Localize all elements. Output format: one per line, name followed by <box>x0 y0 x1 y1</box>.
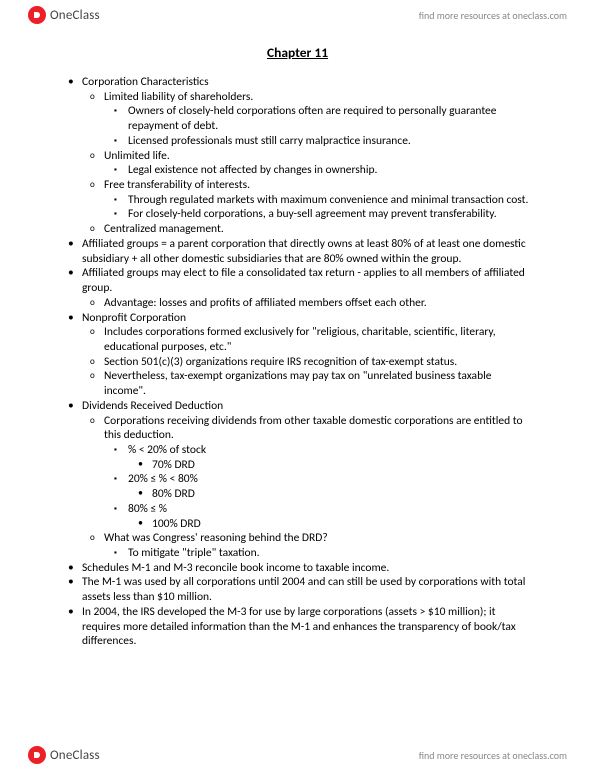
list-item-text: Schedules M-1 and M-3 reconcile book inc… <box>82 561 389 575</box>
list-item-text: To mitigate "triple" taxation. <box>128 546 260 560</box>
list-item-text: Affiliated groups may elect to file a co… <box>82 266 525 295</box>
logo-icon <box>28 6 46 24</box>
sublist: Owners of closely-held corporations ofte… <box>104 104 533 148</box>
list-item: 70% DRD <box>128 458 533 473</box>
find-resources-link[interactable]: find more resources at oneclass.com <box>419 9 567 22</box>
list-item: Nonprofit CorporationIncludes corporatio… <box>62 311 533 399</box>
list-item-text: Limited liability of shareholders. <box>104 90 253 104</box>
sublist: 100% DRD <box>128 517 533 532</box>
list-item-text: For closely-held corporations, a buy-sel… <box>128 207 497 221</box>
list-item: Centralized management. <box>82 222 533 237</box>
sublist: Advantage: losses and profits of affilia… <box>82 296 533 311</box>
list-item-text: 20% ≤ % < 80% <box>128 472 198 486</box>
list-item-text: Free transferability of interests. <box>104 178 250 192</box>
list-item: What was Congress' reasoning behind the … <box>82 531 533 560</box>
list-item-text: Corporations receiving dividends from ot… <box>104 414 523 443</box>
sublist: Legal existence not affected by changes … <box>104 163 533 178</box>
list-item: Through regulated markets with maximum c… <box>104 193 533 208</box>
list-item: For closely-held corporations, a buy-sel… <box>104 207 533 222</box>
list-item: Owners of closely-held corporations ofte… <box>104 104 533 133</box>
list-item-text: The M-1 was used by all corporations unt… <box>82 575 525 604</box>
list-item-text: Nonprofit Corporation <box>82 311 186 325</box>
list-item-text: Affiliated groups = a parent corporation… <box>82 237 526 266</box>
sublist: % < 20% of stock70% DRD20% ≤ % < 80%80% … <box>104 443 533 531</box>
list-item: Nevertheless, tax-exempt organizations m… <box>82 369 533 398</box>
list-item-text: 80% DRD <box>152 487 195 501</box>
chapter-title: Chapter 11 <box>62 44 533 61</box>
sublist: Includes corporations formed exclusively… <box>82 325 533 399</box>
list-item: Corporation CharacteristicsLimited liabi… <box>62 75 533 237</box>
list-item: In 2004, the IRS developed the M-3 for u… <box>62 605 533 649</box>
list-item: Advantage: losses and profits of affilia… <box>82 296 533 311</box>
list-item: Section 501(c)(3) organizations require … <box>82 355 533 370</box>
list-item-text: 100% DRD <box>152 517 201 531</box>
brand-logo-footer: OneClass <box>28 746 100 764</box>
list-item-text: Legal existence not affected by changes … <box>128 163 377 177</box>
outline-list: Corporation CharacteristicsLimited liabi… <box>62 75 533 649</box>
list-item: Affiliated groups may elect to file a co… <box>62 266 533 310</box>
list-item-text: 70% DRD <box>152 458 195 472</box>
list-item-text: Section 501(c)(3) organizations require … <box>104 355 457 369</box>
brand-name: OneClass <box>50 8 100 23</box>
list-item: Corporations receiving dividends from ot… <box>82 414 533 532</box>
document-body: Chapter 11 Corporation CharacteristicsLi… <box>0 36 595 734</box>
list-item-text: Corporation Characteristics <box>82 75 209 89</box>
list-item-text: Nevertheless, tax-exempt organizations m… <box>104 369 491 398</box>
list-item: Dividends Received DeductionCorporations… <box>62 399 533 561</box>
list-item: 100% DRD <box>128 517 533 532</box>
list-item: Limited liability of shareholders.Owners… <box>82 90 533 149</box>
list-item-text: What was Congress' reasoning behind the … <box>104 531 328 545</box>
find-resources-link-footer[interactable]: find more resources at oneclass.com <box>419 749 567 762</box>
list-item-text: Advantage: losses and profits of affilia… <box>104 296 427 310</box>
list-item: To mitigate "triple" taxation. <box>104 546 533 561</box>
list-item: Legal existence not affected by changes … <box>104 163 533 178</box>
list-item: Schedules M-1 and M-3 reconcile book inc… <box>62 561 533 576</box>
list-item: 20% ≤ % < 80%80% DRD <box>104 472 533 501</box>
list-item-text: Through regulated markets with maximum c… <box>128 193 528 207</box>
list-item: Affiliated groups = a parent corporation… <box>62 237 533 266</box>
list-item-text: Licensed professionals must still carry … <box>128 134 411 148</box>
sublist: Through regulated markets with maximum c… <box>104 193 533 222</box>
list-item-text: Unlimited life. <box>104 149 170 163</box>
list-item-text: % < 20% of stock <box>128 443 206 457</box>
list-item: Licensed professionals must still carry … <box>104 134 533 149</box>
list-item-text: In 2004, the IRS developed the M-3 for u… <box>82 605 516 648</box>
list-item: Unlimited life.Legal existence not affec… <box>82 149 533 178</box>
list-item: The M-1 was used by all corporations unt… <box>62 575 533 604</box>
list-item-text: Centralized management. <box>104 222 224 236</box>
list-item: % < 20% of stock70% DRD <box>104 443 533 472</box>
list-item: 80% ≤ %100% DRD <box>104 502 533 531</box>
list-item-text: 80% ≤ % <box>128 502 167 516</box>
logo-icon <box>28 746 46 764</box>
sublist: 70% DRD <box>128 458 533 473</box>
list-item-text: Includes corporations formed exclusively… <box>104 325 496 354</box>
list-item: 80% DRD <box>128 487 533 502</box>
sublist: To mitigate "triple" taxation. <box>104 546 533 561</box>
brand-logo: OneClass <box>28 6 100 24</box>
brand-name: OneClass <box>50 748 100 763</box>
list-item-text: Dividends Received Deduction <box>82 399 223 413</box>
sublist: 80% DRD <box>128 487 533 502</box>
sublist: Corporations receiving dividends from ot… <box>82 414 533 561</box>
page-footer: OneClass find more resources at oneclass… <box>0 740 595 770</box>
list-item-text: Owners of closely-held corporations ofte… <box>128 104 497 133</box>
sublist: Limited liability of shareholders.Owners… <box>82 90 533 237</box>
page-header: OneClass find more resources at oneclass… <box>0 0 595 30</box>
list-item: Includes corporations formed exclusively… <box>82 325 533 354</box>
list-item: Free transferability of interests.Throug… <box>82 178 533 222</box>
